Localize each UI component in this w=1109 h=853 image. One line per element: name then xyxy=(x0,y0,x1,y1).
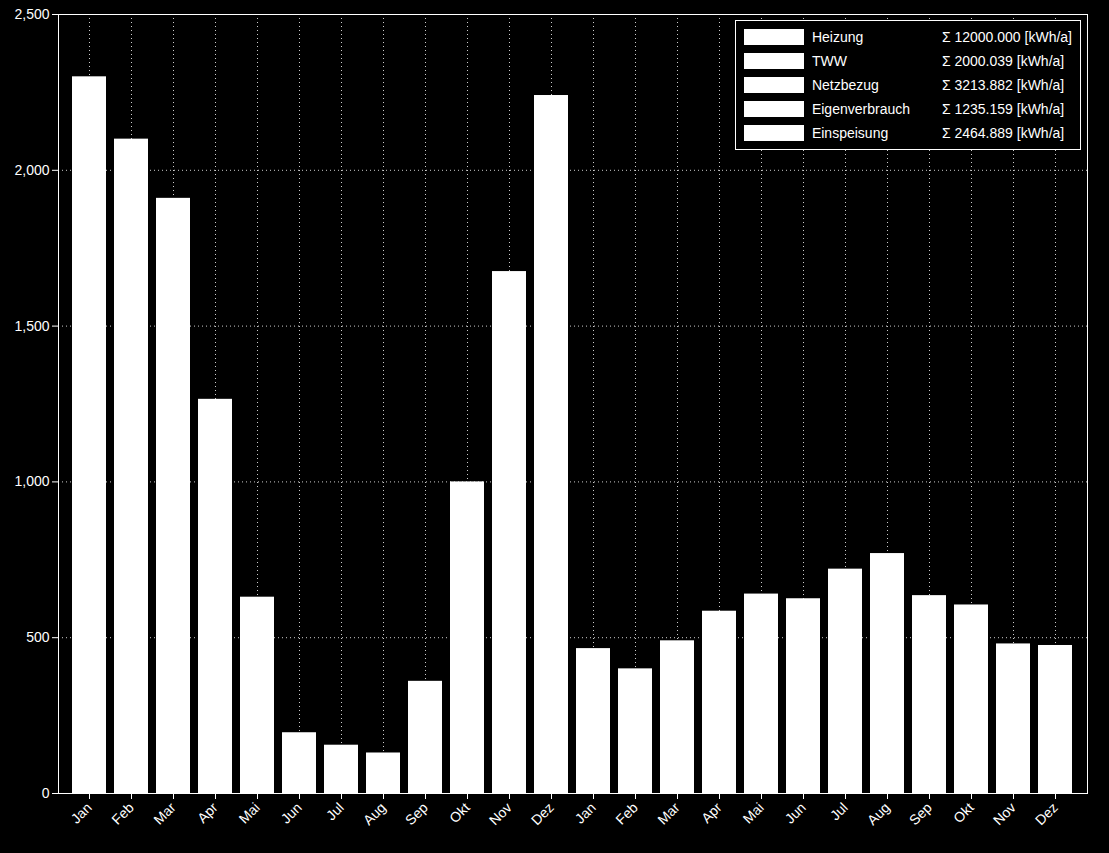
svg-text:Mai: Mai xyxy=(236,799,263,826)
svg-text:Dez: Dez xyxy=(528,799,557,828)
svg-text:Mai: Mai xyxy=(740,799,767,826)
svg-text:Okt: Okt xyxy=(446,799,473,826)
svg-text:Jan: Jan xyxy=(572,799,599,826)
svg-text:Jun: Jun xyxy=(278,799,305,826)
svg-text:Aug: Aug xyxy=(864,799,893,828)
svg-text:Dez: Dez xyxy=(1032,799,1061,828)
html-text:Σ 12000.000 [kWh/a]: Σ 12000.000 [kWh/a] xyxy=(941,29,1072,45)
svg-text:Jan: Jan xyxy=(68,799,95,826)
html-text:Heizung: Heizung xyxy=(811,29,864,45)
svg-text:500: 500 xyxy=(26,629,50,645)
svg-text:Apr: Apr xyxy=(194,799,221,826)
svg-text:Nov: Nov xyxy=(486,799,515,828)
svg-text:0: 0 xyxy=(42,785,50,801)
svg-text:2,500: 2,500 xyxy=(14,6,49,22)
svg-text:Sep: Sep xyxy=(906,799,935,828)
svg-text:Sep: Sep xyxy=(402,799,431,828)
svg-text:Okt: Okt xyxy=(950,799,977,826)
svg-text:1,000: 1,000 xyxy=(14,473,49,489)
svg-text:Mar: Mar xyxy=(150,799,179,828)
html-text:Σ 2000.039 [kWh/a]: Σ 2000.039 [kWh/a] xyxy=(941,53,1065,69)
svg-text:2,000: 2,000 xyxy=(14,162,49,178)
svg-text:Aug: Aug xyxy=(360,799,389,828)
html-text:Σ 3213.882 [kWh/a]: Σ 3213.882 [kWh/a] xyxy=(941,77,1065,93)
svg-text:Feb: Feb xyxy=(612,799,641,828)
html-text:Netzbezug: Netzbezug xyxy=(811,77,879,93)
html-text:TWW: TWW xyxy=(811,53,847,69)
svg-text:Apr: Apr xyxy=(698,799,725,826)
svg-text:1,500: 1,500 xyxy=(14,318,49,334)
svg-text:Jul: Jul xyxy=(827,799,851,823)
html-text:Σ 2464.889 [kWh/a]: Σ 2464.889 [kWh/a] xyxy=(941,125,1065,141)
svg-text:Feb: Feb xyxy=(108,799,137,828)
html-text:Σ 1235.159 [kWh/a]: Σ 1235.159 [kWh/a] xyxy=(941,101,1065,117)
html-text:Einspeisung: Einspeisung xyxy=(811,125,889,141)
svg-text:Jun: Jun xyxy=(782,799,809,826)
svg-text:Jul: Jul xyxy=(323,799,347,823)
svg-text:Mar: Mar xyxy=(654,799,683,828)
svg-text:Nov: Nov xyxy=(990,799,1019,828)
html-text:Eigenverbrauch: Eigenverbrauch xyxy=(811,101,910,117)
